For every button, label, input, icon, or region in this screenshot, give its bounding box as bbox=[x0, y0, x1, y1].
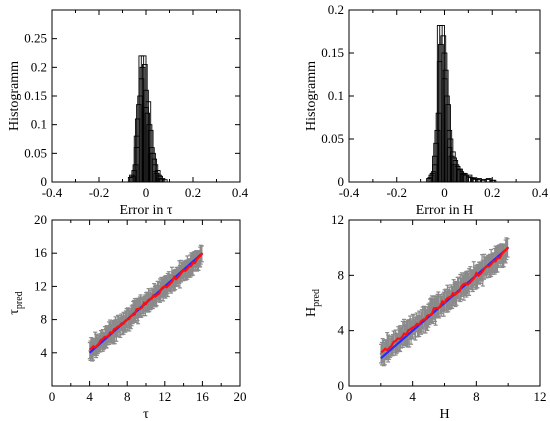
y-axis-label-main: τ bbox=[7, 309, 22, 315]
y-tick-label: 0.15 bbox=[24, 88, 47, 103]
y-tick-label: 4 bbox=[41, 345, 48, 360]
x-tick-label: 0 bbox=[49, 389, 56, 404]
y-tick-label: 16 bbox=[34, 245, 48, 260]
y-tick-label: 12 bbox=[34, 278, 47, 293]
x-tick-label: 16 bbox=[196, 389, 210, 404]
y-tick-label: 8 bbox=[338, 267, 345, 282]
y-axis-label: τpred bbox=[7, 291, 25, 314]
y-axis-label-main: H bbox=[304, 307, 319, 317]
y-tick-label: 0.25 bbox=[24, 31, 47, 46]
x-tick-label: 12 bbox=[534, 389, 547, 404]
prediction-line bbox=[380, 246, 510, 354]
y-tick-label: 0.2 bbox=[328, 2, 344, 17]
x-tick-label: 8 bbox=[124, 389, 131, 404]
y-axis-label: Hpred bbox=[304, 289, 322, 317]
y-tick-label: 0.2 bbox=[31, 59, 47, 74]
x-tick-label: -0.4 bbox=[42, 185, 63, 200]
x-tick-label: -0.4 bbox=[339, 185, 360, 200]
panel-hist_H: -0.4 -0.2 0 0.2 0.4 0 0.05 0.1 0.15 0.2 Error in H… bbox=[304, 2, 549, 218]
x-tick-label: -0.2 bbox=[386, 185, 407, 200]
x-tick-label: 0.2 bbox=[185, 185, 201, 200]
x-axis-label: τ bbox=[143, 407, 149, 421]
y-axis-label-subscript: pred bbox=[311, 289, 322, 307]
panel-hist_tau: -0.4 -0.2 0 0.2 0.4 0 0.05 0.1 0.15 0.2 0.25 Error … bbox=[7, 9, 249, 218]
y-axis-label: Histogramm bbox=[7, 61, 22, 131]
x-tick-label: 8 bbox=[473, 389, 480, 404]
y-tick-label: 0 bbox=[338, 174, 345, 189]
x-axis-label: H bbox=[439, 407, 449, 421]
x-tick-label: 0 bbox=[346, 389, 353, 404]
y-axis-label: Histogramm bbox=[304, 61, 319, 131]
x-tick-label: 0.4 bbox=[232, 185, 249, 200]
y-tick-label: 0.1 bbox=[328, 88, 344, 103]
x-axis-label: Error in τ bbox=[119, 203, 172, 218]
y-tick-label: 0.15 bbox=[321, 45, 344, 60]
x-tick-label: 0.2 bbox=[484, 185, 500, 200]
x-tick-label: 4 bbox=[86, 389, 93, 404]
y-tick-label: 0.05 bbox=[321, 131, 344, 146]
x-tick-label: 0.4 bbox=[532, 185, 549, 200]
x-tick-label: -0.2 bbox=[89, 185, 110, 200]
x-tick-label: 12 bbox=[158, 389, 171, 404]
y-tick-label: 0 bbox=[41, 174, 48, 189]
x-tick-label: 0 bbox=[143, 185, 150, 200]
x-tick-label: 0 bbox=[441, 185, 448, 200]
y-tick-label: 0 bbox=[338, 378, 345, 393]
y-tick-label: 8 bbox=[41, 312, 48, 327]
y-tick-label: 20 bbox=[34, 212, 47, 227]
y-tick-label: 4 bbox=[338, 323, 345, 338]
y-tick-label: 12 bbox=[331, 212, 344, 227]
x-tick-label: 20 bbox=[234, 389, 247, 404]
x-tick-label: 4 bbox=[409, 389, 416, 404]
x-axis-label: Error in H bbox=[416, 203, 474, 218]
y-tick-label: 0.05 bbox=[24, 145, 47, 160]
prediction-line bbox=[89, 252, 204, 351]
y-tick-label: 0.1 bbox=[31, 117, 47, 132]
y-axis-label-subscript: pred bbox=[14, 291, 25, 309]
